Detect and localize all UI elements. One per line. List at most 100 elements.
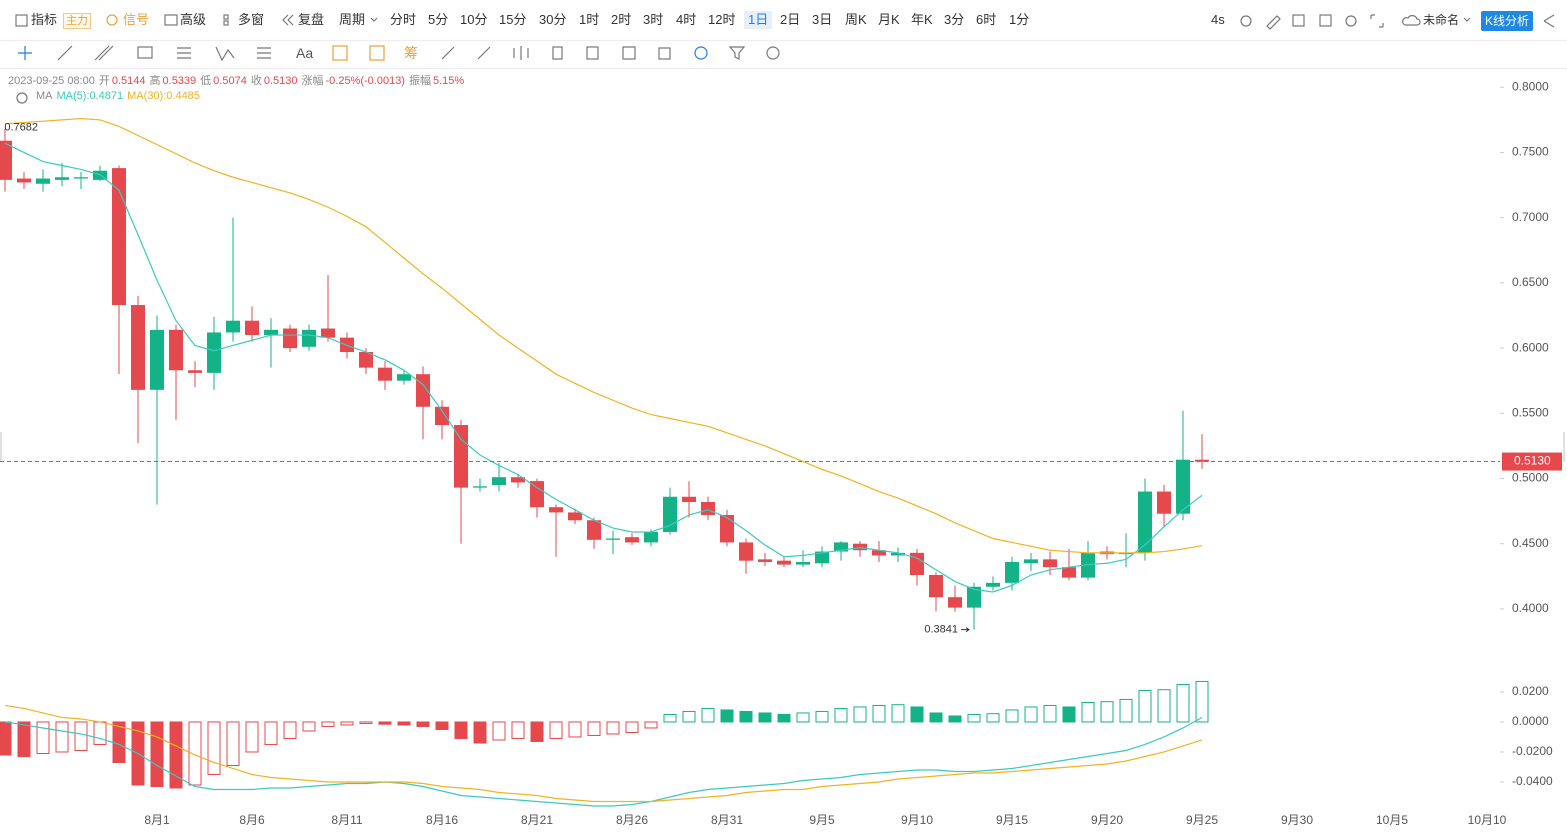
icon-signal[interactable] [106, 14, 118, 26]
macd-bar [302, 721, 316, 732]
chevron[interactable] [1463, 17, 1471, 22]
toolbar-item[interactable]: 高级 [180, 12, 207, 27]
toolbar-item[interactable]: 3日 [812, 12, 833, 27]
y-tick-label: 0.0000 [1512, 714, 1549, 728]
icon-magnet[interactable] [694, 46, 708, 60]
icon-channel[interactable] [94, 45, 114, 61]
toolbar-item[interactable]: 周期 [339, 12, 366, 27]
candle-body [568, 512, 582, 521]
low-arrow [961, 627, 970, 633]
macd-bar [340, 721, 354, 726]
icon-brush[interactable] [477, 46, 491, 60]
icon-share[interactable] [1543, 14, 1555, 28]
info-label: 低 [200, 75, 212, 87]
toolbar-item[interactable]: 年K [911, 12, 933, 27]
macd-bar [701, 707, 715, 723]
icon-fullscreen[interactable] [1370, 14, 1384, 28]
icon-replay[interactable] [282, 14, 289, 26]
toolbar-item[interactable]: 信号 [123, 12, 150, 27]
ma-item: MA(30):0.4485 [127, 90, 200, 102]
icon-fib[interactable] [177, 47, 191, 59]
toolbar-item[interactable]: 15分 [499, 12, 527, 27]
icon-box[interactable] [1292, 14, 1305, 27]
candle-body [1062, 567, 1076, 578]
toolbar-item[interactable]: 2时 [611, 12, 632, 27]
toolbar-item[interactable]: K线分析 [1481, 11, 1534, 31]
icon-advanced[interactable] [164, 14, 178, 26]
icon-crosshair[interactable] [18, 46, 32, 60]
candle-body [340, 337, 354, 353]
candle-body [1176, 459, 1190, 514]
icon-copy[interactable] [586, 46, 599, 60]
y-tick-label: 0.7000 [1512, 210, 1549, 224]
toolbar-item[interactable]: 多窗 [238, 12, 265, 27]
icon-delete[interactable] [658, 47, 671, 60]
macd-bar [397, 721, 411, 726]
info-value: 0.5130 [263, 75, 298, 87]
icon-edit[interactable] [622, 46, 636, 60]
toolbar-item[interactable]: 周K [845, 12, 867, 27]
macd-bar [682, 710, 696, 723]
x-tick-label: 8月16 [426, 813, 458, 827]
toolbar-item[interactable]: 指标 [31, 12, 58, 27]
candle-body [815, 551, 829, 564]
toolbar-tool[interactable]: 筹 [404, 45, 418, 61]
icon-camera[interactable] [1240, 15, 1252, 27]
icon-settings[interactable] [1345, 15, 1357, 27]
toolbar-item[interactable]: 3时 [643, 12, 664, 27]
macd-bar [378, 721, 392, 725]
icon-levels[interactable] [257, 47, 271, 59]
icon-filter[interactable] [728, 46, 746, 60]
icon-multi[interactable] [223, 14, 229, 20]
candle-body [1005, 561, 1019, 583]
toolbar-item[interactable]: 6时 [976, 12, 997, 27]
toolbar-item[interactable]: 分时 [390, 12, 417, 27]
candle-body [36, 178, 50, 184]
x-tick-label: 9月30 [1281, 813, 1313, 827]
toolbar-item[interactable]: 复盘 [298, 12, 325, 27]
toolbar-item[interactable]: 30分 [539, 12, 567, 27]
icon-indicator[interactable] [15, 14, 28, 27]
toolbar-tool[interactable]: Aa [296, 45, 314, 61]
icon-sync[interactable] [766, 46, 780, 60]
candle-body [283, 328, 297, 349]
toolbar-item[interactable]: 12时 [708, 12, 736, 27]
candle-body [891, 552, 905, 556]
toolbar-item[interactable]: 主力 [63, 13, 91, 29]
toolbar-item[interactable]: 4s [1211, 12, 1225, 27]
toolbar-item[interactable]: 3分 [944, 12, 965, 27]
toolbar-item[interactable]: 月K [878, 12, 900, 27]
toolbar-item[interactable]: 1时 [579, 12, 600, 27]
icon-replay [287, 14, 294, 26]
icon-pattern2[interactable] [369, 45, 385, 61]
macd-bar [1081, 701, 1095, 723]
toolbar-item[interactable]: 2日 [780, 12, 801, 27]
toolbar-item[interactable]: 4时 [676, 12, 697, 27]
icon-wave[interactable] [215, 46, 235, 62]
icon-collapse[interactable] [16, 92, 28, 104]
macd-bar [283, 721, 297, 739]
toolbar-item[interactable]: 1分 [1009, 12, 1030, 27]
chevron[interactable] [370, 17, 378, 22]
toolbar-item[interactable]: 10分 [460, 12, 488, 27]
icon-ruler[interactable] [441, 46, 455, 60]
icon-pattern[interactable] [332, 45, 348, 61]
info-date: 2023-09-25 08:00 [8, 75, 95, 87]
icon-calc[interactable] [1319, 14, 1332, 27]
icon-draw[interactable] [1266, 15, 1281, 30]
toolbar-item[interactable]: 5分 [428, 12, 449, 27]
x-tick-label: 8月6 [239, 813, 265, 827]
icon-lock[interactable] [552, 46, 563, 60]
icon-line[interactable] [57, 45, 73, 61]
y-tick-label: 0.7500 [1512, 145, 1549, 159]
toolbar-item[interactable]: 未命名 [1423, 13, 1460, 27]
y-tick-label: 0.4000 [1512, 601, 1549, 615]
macd-bar [454, 721, 468, 739]
candle-body [549, 507, 563, 513]
macd-bar [1024, 706, 1038, 723]
toolbar-item[interactable]: 1日 [744, 11, 773, 29]
icon-rect[interactable] [137, 46, 153, 59]
macd-bar [720, 709, 734, 723]
icon-cloud[interactable] [1402, 15, 1421, 26]
icon-bars[interactable] [513, 46, 529, 60]
